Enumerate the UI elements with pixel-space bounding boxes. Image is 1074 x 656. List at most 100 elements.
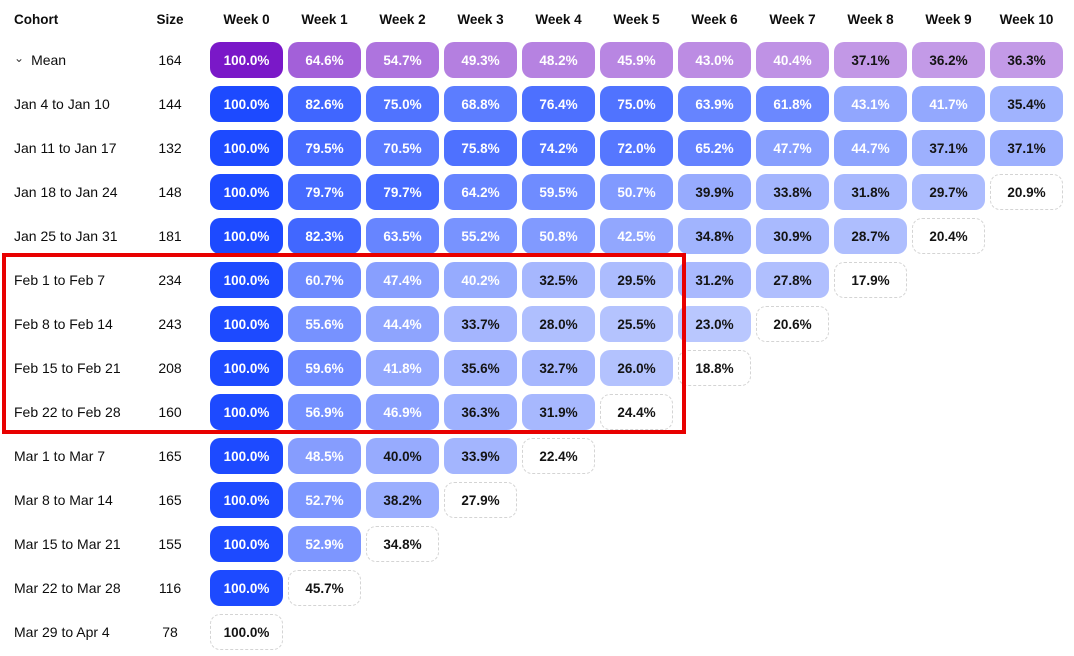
retention-cell[interactable]: 79.7% — [366, 174, 439, 210]
retention-cell[interactable]: 17.9% — [834, 262, 907, 298]
retention-cell[interactable]: 59.5% — [522, 174, 595, 210]
retention-cell[interactable]: 43.0% — [678, 42, 751, 78]
retention-cell[interactable]: 40.2% — [444, 262, 517, 298]
retention-cell[interactable]: 55.6% — [288, 306, 361, 342]
retention-cell[interactable]: 45.9% — [600, 42, 673, 78]
retention-cell[interactable]: 25.5% — [600, 306, 673, 342]
retention-cell[interactable]: 28.0% — [522, 306, 595, 342]
retention-cell[interactable]: 100.0% — [210, 42, 283, 78]
retention-cell[interactable]: 20.4% — [912, 218, 985, 254]
retention-cell[interactable]: 45.7% — [288, 570, 361, 606]
retention-cell[interactable]: 24.4% — [600, 394, 673, 430]
retention-cell[interactable]: 50.8% — [522, 218, 595, 254]
retention-cell[interactable]: 52.7% — [288, 482, 361, 518]
retention-cell[interactable]: 79.5% — [288, 130, 361, 166]
retention-cell[interactable]: 60.7% — [288, 262, 361, 298]
retention-cell[interactable]: 23.0% — [678, 306, 751, 342]
retention-cell[interactable]: 55.2% — [444, 218, 517, 254]
retention-cell[interactable]: 20.9% — [990, 174, 1063, 210]
retention-cell[interactable]: 100.0% — [210, 130, 283, 166]
retention-cell[interactable]: 68.8% — [444, 86, 517, 122]
retention-cell[interactable]: 63.5% — [366, 218, 439, 254]
retention-cell[interactable]: 36.3% — [990, 42, 1063, 78]
retention-cell[interactable]: 33.8% — [756, 174, 829, 210]
retention-cell[interactable]: 76.4% — [522, 86, 595, 122]
retention-cell[interactable]: 100.0% — [210, 526, 283, 562]
retention-cell[interactable]: 63.9% — [678, 86, 751, 122]
retention-cell[interactable]: 54.7% — [366, 42, 439, 78]
retention-cell[interactable]: 33.9% — [444, 438, 517, 474]
retention-cell[interactable]: 100.0% — [210, 482, 283, 518]
retention-cell[interactable]: 31.9% — [522, 394, 595, 430]
retention-cell[interactable]: 100.0% — [210, 570, 283, 606]
retention-cell[interactable]: 29.7% — [912, 174, 985, 210]
retention-cell[interactable]: 47.7% — [756, 130, 829, 166]
retention-cell[interactable]: 38.2% — [366, 482, 439, 518]
retention-cell[interactable]: 41.8% — [366, 350, 439, 386]
retention-cell[interactable]: 37.1% — [912, 130, 985, 166]
retention-cell[interactable]: 27.8% — [756, 262, 829, 298]
retention-cell[interactable]: 36.2% — [912, 42, 985, 78]
retention-cell[interactable]: 36.3% — [444, 394, 517, 430]
retention-cell[interactable]: 64.2% — [444, 174, 517, 210]
retention-cell[interactable]: 74.2% — [522, 130, 595, 166]
retention-cell[interactable]: 75.8% — [444, 130, 517, 166]
retention-cell[interactable]: 44.7% — [834, 130, 907, 166]
retention-cell[interactable]: 35.4% — [990, 86, 1063, 122]
retention-cell[interactable]: 32.5% — [522, 262, 595, 298]
retention-cell[interactable]: 30.9% — [756, 218, 829, 254]
retention-cell[interactable]: 41.7% — [912, 86, 985, 122]
retention-cell[interactable]: 100.0% — [210, 438, 283, 474]
retention-cell[interactable]: 31.8% — [834, 174, 907, 210]
retention-cell[interactable]: 32.7% — [522, 350, 595, 386]
retention-cell[interactable]: 47.4% — [366, 262, 439, 298]
retention-cell[interactable]: 34.8% — [678, 218, 751, 254]
retention-cell[interactable]: 100.0% — [210, 350, 283, 386]
retention-cell[interactable]: 65.2% — [678, 130, 751, 166]
retention-cell[interactable]: 39.9% — [678, 174, 751, 210]
retention-cell[interactable]: 100.0% — [210, 174, 283, 210]
retention-cell[interactable]: 49.3% — [444, 42, 517, 78]
retention-cell[interactable]: 48.5% — [288, 438, 361, 474]
retention-cell[interactable]: 31.2% — [678, 262, 751, 298]
retention-cell[interactable]: 33.7% — [444, 306, 517, 342]
retention-cell[interactable]: 70.5% — [366, 130, 439, 166]
retention-cell[interactable]: 22.4% — [522, 438, 595, 474]
retention-cell[interactable]: 29.5% — [600, 262, 673, 298]
retention-cell[interactable]: 42.5% — [600, 218, 673, 254]
retention-cell[interactable]: 40.0% — [366, 438, 439, 474]
retention-cell[interactable]: 44.4% — [366, 306, 439, 342]
retention-cell[interactable]: 52.9% — [288, 526, 361, 562]
retention-cell[interactable]: 100.0% — [210, 394, 283, 430]
retention-cell[interactable]: 48.2% — [522, 42, 595, 78]
retention-cell[interactable]: 64.6% — [288, 42, 361, 78]
retention-cell[interactable]: 59.6% — [288, 350, 361, 386]
retention-cell[interactable]: 82.6% — [288, 86, 361, 122]
retention-cell[interactable]: 20.6% — [756, 306, 829, 342]
retention-cell[interactable]: 37.1% — [834, 42, 907, 78]
retention-cell[interactable]: 43.1% — [834, 86, 907, 122]
retention-cell[interactable]: 79.7% — [288, 174, 361, 210]
retention-cell[interactable]: 56.9% — [288, 394, 361, 430]
retention-cell[interactable]: 75.0% — [600, 86, 673, 122]
retention-cell[interactable]: 40.4% — [756, 42, 829, 78]
retention-cell[interactable]: 28.7% — [834, 218, 907, 254]
retention-cell[interactable]: 100.0% — [210, 614, 283, 650]
retention-cell[interactable]: 100.0% — [210, 218, 283, 254]
retention-cell[interactable]: 34.8% — [366, 526, 439, 562]
chevron-down-icon[interactable]: ⌄ — [14, 51, 25, 65]
retention-cell[interactable]: 100.0% — [210, 262, 283, 298]
retention-cell[interactable]: 27.9% — [444, 482, 517, 518]
retention-cell[interactable]: 72.0% — [600, 130, 673, 166]
retention-cell[interactable]: 100.0% — [210, 86, 283, 122]
retention-cell[interactable]: 82.3% — [288, 218, 361, 254]
retention-cell[interactable]: 61.8% — [756, 86, 829, 122]
retention-cell[interactable]: 18.8% — [678, 350, 751, 386]
retention-cell[interactable]: 26.0% — [600, 350, 673, 386]
retention-cell[interactable]: 37.1% — [990, 130, 1063, 166]
retention-cell[interactable]: 35.6% — [444, 350, 517, 386]
retention-cell[interactable]: 100.0% — [210, 306, 283, 342]
retention-cell[interactable]: 50.7% — [600, 174, 673, 210]
retention-cell[interactable]: 46.9% — [366, 394, 439, 430]
retention-cell[interactable]: 75.0% — [366, 86, 439, 122]
